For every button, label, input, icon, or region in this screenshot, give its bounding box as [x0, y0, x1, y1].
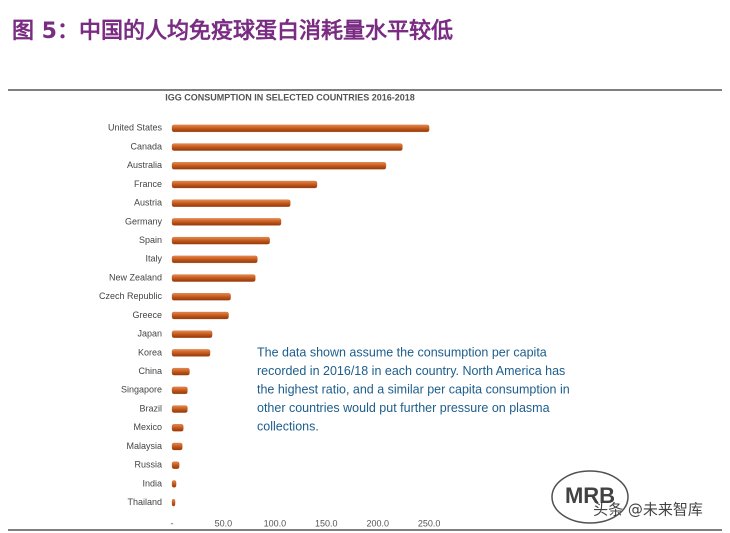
x-tick-label: 50.0 — [215, 518, 233, 528]
y-tick-label: Australia — [127, 160, 162, 170]
y-tick-label: China — [138, 366, 162, 376]
bar — [171, 480, 177, 488]
y-tick-label: Mexico — [133, 422, 162, 432]
bar — [171, 330, 213, 338]
watermark-text: 头条 @未来智库 — [593, 501, 703, 519]
y-tick-label: Brazil — [139, 403, 162, 413]
bar — [171, 367, 190, 376]
bar — [171, 311, 229, 320]
bar — [171, 405, 188, 413]
y-tick-label: Czech Republic — [99, 291, 163, 301]
annotation-line: The data shown assume the consumption pe… — [257, 345, 547, 359]
y-tick-label: Korea — [138, 347, 162, 357]
watermark-logo — [551, 470, 629, 524]
watermark: MRB 头条 @未来智库 — [551, 470, 703, 524]
y-tick-label: Thailand — [127, 497, 162, 507]
x-tick-label: 100.0 — [264, 518, 287, 528]
bar — [171, 162, 387, 170]
x-tick-label: - — [171, 518, 174, 528]
bar — [171, 180, 318, 189]
y-tick-label: New Zealand — [109, 272, 162, 282]
x-tick-label: 200.0 — [366, 518, 389, 528]
y-tick-label: India — [142, 478, 162, 488]
y-tick-label: Spain — [139, 235, 162, 245]
bar — [171, 143, 403, 151]
y-tick-label: Germany — [125, 216, 163, 226]
y-tick-label: Singapore — [121, 385, 162, 395]
x-tick-label: 150.0 — [315, 518, 338, 528]
y-tick-label: France — [134, 179, 162, 189]
watermark-mark: MRB — [565, 483, 615, 508]
bar — [171, 199, 291, 207]
bar — [171, 255, 258, 264]
bar — [171, 424, 184, 432]
y-tick-label: Italy — [145, 254, 162, 264]
y-tick-label: United States — [108, 123, 163, 133]
page-title: 图 5：中国的人均免疫球蛋白消耗量水平较低 — [12, 18, 453, 44]
y-tick-label: Malaysia — [126, 441, 162, 451]
bar — [171, 218, 282, 226]
y-tick-label: Austria — [134, 198, 162, 208]
bar — [171, 461, 180, 469]
bar — [171, 274, 256, 282]
bar — [171, 349, 211, 357]
y-tick-label: Canada — [130, 141, 162, 151]
annotation-line: the highest ratio, and a similar per cap… — [257, 382, 570, 396]
y-tick-label: Greece — [132, 310, 162, 320]
bar — [171, 386, 188, 395]
bar — [171, 293, 231, 301]
y-tick-label: Japan — [137, 329, 162, 339]
y-tick-label: Russia — [134, 460, 162, 470]
bar — [171, 236, 270, 245]
chart-title: IGG CONSUMPTION IN SELECTED COUNTRIES 20… — [165, 92, 415, 102]
annotation-line: other countries would put further pressu… — [257, 401, 550, 415]
annotation-line: collections. — [257, 419, 319, 433]
bar — [171, 124, 430, 133]
x-tick-label: 250.0 — [418, 518, 441, 528]
annotation-line: recorded in 2016/18 in each country. Nor… — [257, 364, 565, 378]
bar — [171, 498, 176, 507]
bar — [171, 442, 183, 451]
